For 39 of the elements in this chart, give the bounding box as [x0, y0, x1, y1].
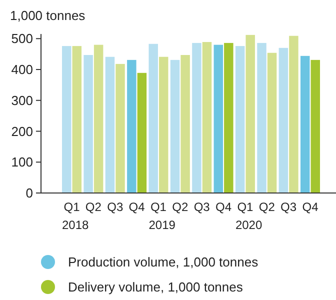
x-tick-label: Q4 — [128, 200, 146, 214]
y-tick-label: 500 — [11, 31, 33, 46]
bar — [214, 44, 224, 193]
x-tick-label: Q4 — [216, 200, 232, 214]
y-tick-label: 300 — [11, 92, 33, 108]
bar — [300, 56, 310, 193]
bar — [116, 64, 125, 193]
x-tick-label: Q4 — [302, 200, 319, 214]
bar — [202, 42, 212, 193]
bar — [257, 42, 266, 193]
bar — [148, 44, 158, 193]
bar — [158, 56, 168, 193]
bar — [170, 60, 180, 193]
legend-label: Production volume, 1,000 tonnes — [68, 254, 259, 270]
bar — [267, 52, 277, 193]
bar — [224, 42, 234, 193]
bar — [127, 60, 136, 193]
y-axis-title: 1,000 tonnes — [10, 8, 86, 23]
x-tick-label: Q3 — [107, 200, 124, 214]
bar — [180, 54, 190, 193]
bar — [94, 44, 104, 193]
bar — [310, 60, 320, 193]
x-tick-label: Q3 — [280, 200, 297, 214]
bar — [289, 36, 298, 193]
bar — [246, 34, 255, 193]
legend-label: Delivery volume, 1,000 tonnes — [68, 280, 244, 295]
bar — [72, 46, 82, 193]
y-tick-label: 100 — [11, 154, 33, 170]
y-tick-label: 400 — [11, 62, 33, 78]
bar — [84, 54, 93, 193]
bar — [62, 46, 72, 193]
x-tick-label: Q3 — [194, 200, 210, 214]
bar — [278, 48, 288, 193]
bar — [105, 56, 115, 193]
bar — [137, 72, 147, 193]
y-tick-label: 0 — [26, 186, 33, 201]
y-tick-label: 200 — [11, 124, 33, 139]
bar — [192, 42, 202, 193]
bar — [235, 46, 245, 193]
